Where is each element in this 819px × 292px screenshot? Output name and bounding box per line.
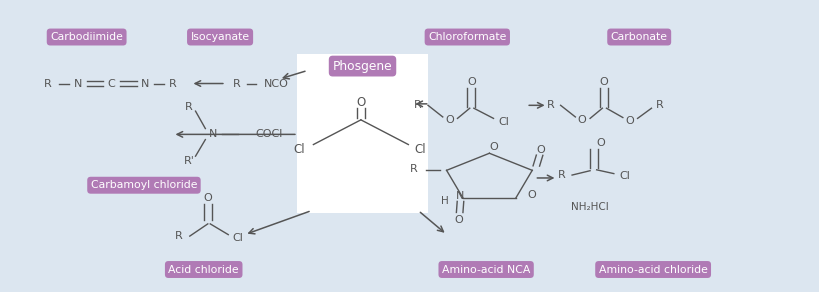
Text: Acid chloride: Acid chloride <box>168 265 238 274</box>
Text: O: O <box>536 145 544 155</box>
Text: R: R <box>175 231 183 241</box>
Text: O: O <box>467 77 475 87</box>
Text: Cl: Cl <box>414 143 426 156</box>
Text: O: O <box>624 116 633 126</box>
Text: R: R <box>414 100 422 110</box>
Text: NCO: NCO <box>264 79 288 88</box>
Text: O: O <box>454 215 463 225</box>
Text: COCl: COCl <box>256 129 283 139</box>
Text: Isocyanate: Isocyanate <box>190 32 249 42</box>
Text: O: O <box>527 190 536 200</box>
Text: N: N <box>455 191 464 201</box>
Text: R': R' <box>183 156 194 166</box>
Text: Carbamoyl chloride: Carbamoyl chloride <box>91 180 197 190</box>
Text: C: C <box>107 79 115 88</box>
Text: Cl: Cl <box>618 171 629 181</box>
Text: Amino-acid NCA: Amino-acid NCA <box>441 265 530 274</box>
FancyBboxPatch shape <box>296 54 428 213</box>
Text: N: N <box>209 129 218 139</box>
Text: Phosgene: Phosgene <box>333 60 391 73</box>
Text: NH₂HCl: NH₂HCl <box>571 202 609 212</box>
Text: O: O <box>445 115 453 126</box>
Text: Cl: Cl <box>233 232 243 243</box>
Text: N: N <box>140 79 149 88</box>
Text: R: R <box>44 79 52 88</box>
Text: O: O <box>595 138 604 148</box>
Text: Cl: Cl <box>497 117 508 127</box>
Text: O: O <box>577 115 586 126</box>
Text: O: O <box>203 193 212 203</box>
Text: O: O <box>355 96 365 109</box>
Text: Chloroformate: Chloroformate <box>428 32 506 42</box>
Text: R: R <box>410 164 417 174</box>
Text: Carbonate: Carbonate <box>610 32 667 42</box>
Text: N: N <box>74 79 82 88</box>
Text: R: R <box>557 170 564 180</box>
Text: R: R <box>169 79 176 88</box>
Text: R: R <box>233 79 240 88</box>
Text: Carbodiimide: Carbodiimide <box>50 32 123 42</box>
Text: Amino-acid chloride: Amino-acid chloride <box>598 265 707 274</box>
Text: O: O <box>488 142 497 152</box>
Text: R: R <box>655 100 663 110</box>
Text: R: R <box>546 100 554 110</box>
Text: O: O <box>599 77 608 87</box>
Text: R: R <box>185 102 192 112</box>
Text: H: H <box>441 197 448 206</box>
Text: Cl: Cl <box>293 143 305 156</box>
